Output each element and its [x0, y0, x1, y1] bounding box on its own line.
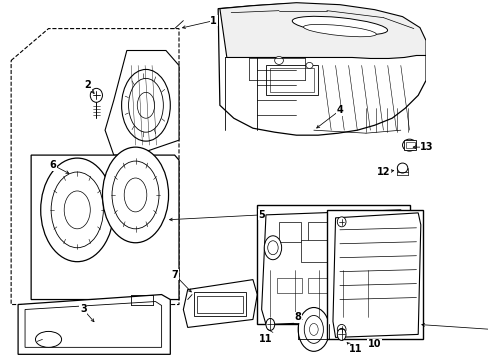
Text: 5: 5	[258, 210, 264, 220]
Bar	[307, 278, 331, 293]
Text: 2: 2	[84, 80, 91, 90]
Ellipse shape	[265, 319, 274, 330]
Text: 10: 10	[367, 339, 381, 349]
Ellipse shape	[41, 158, 114, 262]
Bar	[193, 292, 245, 316]
Text: 7: 7	[171, 270, 178, 280]
Bar	[336, 222, 357, 242]
Ellipse shape	[337, 328, 346, 340]
Bar	[197, 296, 242, 314]
Ellipse shape	[134, 297, 138, 302]
Ellipse shape	[304, 315, 323, 343]
Bar	[307, 222, 329, 242]
Ellipse shape	[274, 57, 283, 64]
Ellipse shape	[309, 323, 318, 336]
Bar	[279, 222, 300, 242]
Ellipse shape	[112, 161, 159, 229]
Text: 11: 11	[259, 334, 272, 345]
Ellipse shape	[298, 307, 329, 351]
Text: 13: 13	[419, 142, 433, 152]
Text: 11: 11	[348, 345, 362, 354]
Polygon shape	[31, 155, 179, 300]
Bar	[270, 68, 313, 92]
Polygon shape	[332, 213, 420, 337]
Polygon shape	[261, 210, 405, 324]
Bar	[277, 278, 301, 293]
Ellipse shape	[303, 24, 376, 37]
Ellipse shape	[102, 147, 168, 243]
Text: 1: 1	[210, 15, 217, 26]
Polygon shape	[218, 4, 425, 135]
Text: 6: 6	[49, 160, 56, 170]
Ellipse shape	[64, 191, 90, 229]
Polygon shape	[25, 302, 161, 347]
Bar	[265, 66, 318, 95]
Ellipse shape	[148, 297, 152, 302]
Ellipse shape	[141, 297, 145, 302]
Bar	[365, 222, 386, 242]
Bar	[326, 210, 422, 339]
Polygon shape	[220, 3, 425, 58]
Ellipse shape	[128, 78, 163, 132]
Ellipse shape	[337, 324, 346, 334]
Ellipse shape	[305, 62, 312, 68]
Bar	[368, 278, 392, 293]
Ellipse shape	[264, 236, 281, 260]
Bar	[405, 142, 414, 148]
Ellipse shape	[36, 332, 61, 347]
Ellipse shape	[90, 88, 102, 102]
Ellipse shape	[402, 139, 416, 151]
Bar	[257, 205, 408, 324]
Polygon shape	[18, 294, 170, 354]
Ellipse shape	[137, 92, 154, 118]
Text: 3: 3	[80, 305, 86, 315]
Ellipse shape	[337, 217, 346, 227]
Ellipse shape	[122, 69, 170, 141]
Text: 8: 8	[294, 312, 301, 323]
Polygon shape	[105, 50, 179, 155]
Polygon shape	[183, 280, 257, 328]
Bar	[338, 278, 362, 293]
Text: 12: 12	[376, 167, 389, 177]
Text: 4: 4	[336, 105, 343, 115]
Ellipse shape	[124, 178, 146, 212]
Ellipse shape	[51, 172, 103, 248]
Ellipse shape	[292, 16, 387, 35]
Bar	[404, 140, 416, 150]
Ellipse shape	[267, 241, 278, 255]
Bar	[300, 240, 369, 262]
Ellipse shape	[397, 163, 407, 173]
